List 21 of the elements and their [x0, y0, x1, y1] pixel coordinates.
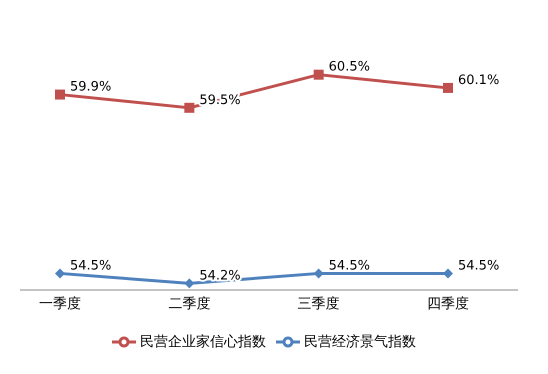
- point: [314, 268, 324, 278]
- data-label: 60.1%: [458, 72, 500, 88]
- point: [55, 90, 65, 100]
- data-label: 54.2%: [199, 268, 241, 284]
- legend-label: 民营经济景气指数: [304, 334, 416, 350]
- point: [184, 278, 194, 288]
- point: [314, 70, 324, 80]
- x-tick-label: 四季度: [427, 296, 469, 312]
- point: [184, 102, 194, 113]
- data-label: 60.5%: [328, 60, 370, 75]
- point: [443, 268, 453, 278]
- x-tick-label: 三季度: [298, 296, 340, 312]
- point: [55, 268, 65, 278]
- data-label: 54.5%: [458, 258, 500, 274]
- x-tick-label: 二季度: [168, 296, 210, 312]
- legend-label: 民营企业家信心指数: [140, 334, 266, 350]
- data-label: 54.5%: [328, 258, 370, 274]
- point: [443, 82, 453, 93]
- data-label: 59.9%: [70, 80, 112, 95]
- data-label: 54.5%: [70, 258, 112, 274]
- x-tick-label: 一季度: [39, 296, 81, 312]
